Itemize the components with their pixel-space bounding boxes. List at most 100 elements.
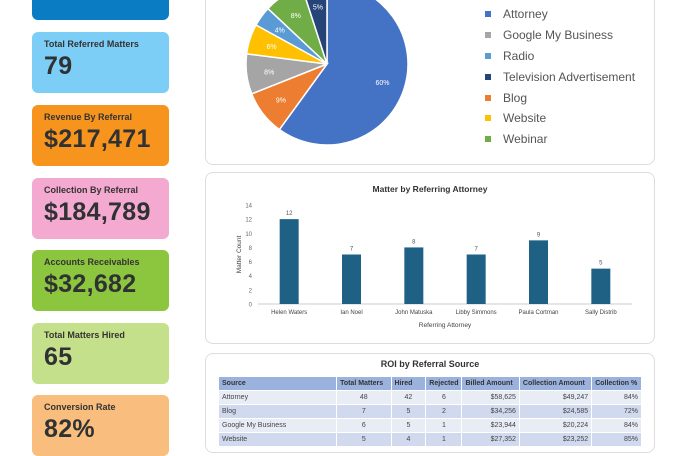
kpi-value: 79 <box>44 52 73 80</box>
table-cell: $49,247 <box>518 390 593 405</box>
legend-swatch-icon <box>485 136 491 143</box>
legend-item: Attorney <box>485 4 635 25</box>
column-header: Collection Amount <box>518 376 593 391</box>
roi-table: Source Total Matters Hired Rejected Billed A… <box>217 376 642 447</box>
legend-item: Radio <box>485 46 635 67</box>
bar-data-label: 8 <box>412 239 416 245</box>
pie-data-label: 8% <box>264 69 274 76</box>
referral-source-pie-chart: 60% 9% 8% 6% 4% 8% 5% <box>245 0 409 146</box>
legend-swatch-icon <box>485 52 491 59</box>
bar <box>466 254 486 304</box>
bar-data-label: 7 <box>350 247 354 253</box>
table-cell: 5 <box>390 404 427 419</box>
column-header: Hired <box>390 376 427 391</box>
table-cell: 42 <box>390 390 427 405</box>
kpi-label: Total Referred Matters <box>44 39 139 49</box>
column-header: Billed Amount <box>461 376 520 391</box>
legend-label: Website <box>503 111 547 126</box>
x-tick-label: John Matuska <box>395 310 433 316</box>
y-tick-label: 6 <box>249 260 253 266</box>
legend-item: Webinar <box>485 129 635 150</box>
table-cell: 2 <box>425 404 463 419</box>
pie-data-label: 4% <box>275 28 285 35</box>
x-axis-title: Referring Attorney <box>419 322 472 329</box>
table-cell: $34,256 <box>461 404 520 419</box>
column-header: Collection % <box>591 376 642 391</box>
legend-item: Google My Business <box>485 25 635 46</box>
y-axis-title: Matter Count <box>236 236 243 274</box>
pie-data-label: 60% <box>375 80 389 87</box>
pie-data-label: 9% <box>276 98 286 105</box>
legend-item: Blog <box>485 87 635 108</box>
legend-label: Television Advertisement <box>503 69 636 84</box>
bar-data-label: 9 <box>537 232 541 238</box>
table-cell: 5 <box>390 418 427 433</box>
kpi-label: Collection By Referral <box>44 185 139 195</box>
legend-swatch-icon <box>485 32 491 39</box>
kpi-card: Total Referred Matters 79 <box>32 32 169 93</box>
table-cell: 6 <box>336 418 392 433</box>
kpi-value: $32,682 <box>44 270 137 298</box>
kpi-label: Conversion Rate <box>44 402 116 412</box>
legend-label: Webinar <box>503 132 548 147</box>
y-tick-label: 10 <box>245 232 252 238</box>
pie-legend: Attorney Google My Business Radio Televisio… <box>485 4 635 150</box>
table-cell: 7 <box>336 404 392 419</box>
column-header: Total Matters <box>336 376 392 391</box>
column-header: Rejected <box>425 376 463 391</box>
legend-swatch-icon <box>485 73 491 80</box>
kpi-value: 65 <box>44 343 73 371</box>
legend-swatch-icon <box>485 94 491 101</box>
bar <box>279 219 299 304</box>
table-cell: 4 <box>390 432 427 447</box>
legend-swatch-icon <box>485 115 491 122</box>
bar-data-label: 5 <box>599 261 603 267</box>
bar <box>529 240 548 304</box>
kpi-value: $184,789 <box>44 198 151 226</box>
kpi-label: Accounts Receivables <box>44 257 140 267</box>
column-header: Source <box>217 376 338 391</box>
y-tick-label: 8 <box>249 246 253 252</box>
pie-slice-webinar <box>266 0 328 65</box>
table-cell: 1 <box>425 432 463 447</box>
kpi-card <box>32 0 169 20</box>
table-cell: Website <box>217 432 338 447</box>
y-tick-label: 2 <box>249 288 253 294</box>
legend-label: Blog <box>503 90 528 105</box>
table-cell: Blog <box>217 404 338 419</box>
table-row: Google My Business 6 5 1 $23,944 $20,224 84% <box>217 418 642 433</box>
y-tick-label: 4 <box>249 274 253 280</box>
bar <box>342 254 361 304</box>
table-cell: Google My Business <box>217 418 338 433</box>
table-cell: 5 <box>336 432 392 447</box>
pie-data-label: 8% <box>291 13 301 20</box>
table-cell: $24,585 <box>518 404 593 419</box>
table-cell: $58,625 <box>461 390 520 405</box>
table-row: Attorney 48 42 6 $58,625 $49,247 84% <box>217 390 642 405</box>
legend-swatch-icon <box>485 11 491 18</box>
table-cell: 72% <box>591 404 642 419</box>
table-row: Website 5 4 1 $27,352 $23,252 85% <box>217 432 642 447</box>
kpi-card: Conversion Rate 82% <box>32 395 169 456</box>
kpi-card: Accounts Receivables $32,682 <box>32 250 169 311</box>
x-tick-label: Libby Simmons <box>456 310 497 316</box>
x-tick-label: Paula Cortman <box>518 310 558 316</box>
kpi-value: $217,471 <box>44 125 151 153</box>
pie-slice-attorney <box>278 0 409 146</box>
table-cell: $20,224 <box>518 418 593 433</box>
kpi-value: 82% <box>44 415 95 443</box>
kpi-card: Revenue By Referral $217,471 <box>32 105 169 166</box>
pie-data-label: 6% <box>266 44 276 51</box>
legend-label: Attorney <box>503 7 548 22</box>
table-cell: 1 <box>425 418 463 433</box>
kpi-label: Total Matters Hired <box>44 330 125 340</box>
roi-table-title: ROI by Referral Source <box>380 359 480 369</box>
x-tick-label: Helen Waters <box>271 310 307 316</box>
x-tick-label: Sally Distrib <box>585 310 617 316</box>
bar-chart-title: Matter by Referring Attorney <box>373 184 488 194</box>
pie-data-label: 5% <box>313 4 323 11</box>
y-tick-label: 14 <box>245 204 252 210</box>
legend-label: Google My Business <box>503 28 614 43</box>
table-cell: 84% <box>591 418 642 433</box>
kpi-label: Revenue By Referral <box>44 112 133 122</box>
